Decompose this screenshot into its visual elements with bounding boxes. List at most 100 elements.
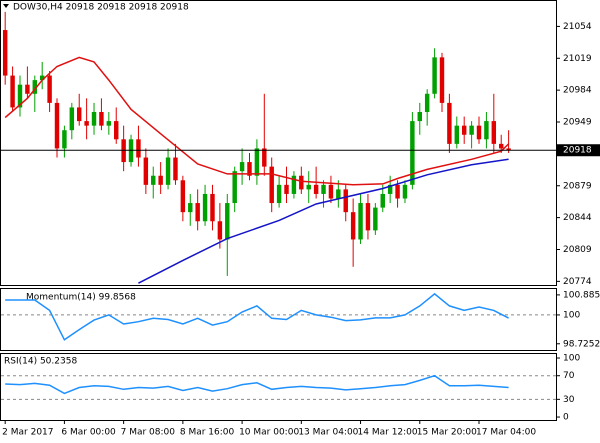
moving-average (4, 56, 510, 186)
candle-body (62, 130, 67, 149)
candle-body (461, 125, 467, 135)
candle-body (306, 184, 311, 190)
candle-body (2, 30, 8, 76)
y-tick-label: 98.7252 (563, 339, 600, 349)
y-tick-label: 30 (563, 395, 575, 405)
candle-body (210, 193, 215, 222)
candle-body (469, 125, 474, 135)
y-tick-label: 100.8852 (563, 290, 600, 300)
last-price-box (557, 144, 600, 157)
indicator-line (5, 374, 509, 395)
candle-body (506, 148, 511, 151)
x-tick-label: 7 Mar 08:00 (121, 428, 176, 438)
candle-body (239, 162, 245, 172)
candle-body (498, 143, 504, 149)
candle-body (476, 125, 482, 140)
candle-body (165, 157, 171, 185)
candle-body (269, 166, 274, 204)
candle-body (91, 111, 97, 126)
candle-body (313, 184, 319, 194)
candle-body (17, 84, 23, 108)
indicator-title: RSI(14) 50.2358 (4, 357, 77, 367)
panel-frame (0, 353, 557, 421)
candle-body (84, 121, 89, 126)
candle-body (188, 203, 193, 213)
x-tick-label: 17 Mar 04:00 (476, 428, 536, 438)
y-tick-label: 0 (563, 413, 569, 423)
y-tick-label: 20844 (563, 213, 592, 223)
indicator-title: Momentum(14) 99.8568 (26, 293, 136, 303)
candle-body (491, 121, 497, 144)
chart-title: DOW30,H4 20918 20918 20918 20918 (13, 3, 189, 13)
candle-body (373, 207, 378, 231)
candle-body (76, 107, 82, 122)
candle-body (232, 171, 237, 204)
candle-body (54, 102, 60, 149)
candle-body (180, 180, 186, 213)
y-tick-label: 100 (563, 354, 580, 364)
panel-frame (0, 0, 557, 286)
candle-body (439, 57, 445, 103)
candle-body (151, 175, 156, 185)
candle-body (321, 184, 326, 194)
candle-body (358, 203, 363, 240)
candle-body (484, 121, 489, 140)
candle-body (284, 184, 289, 194)
candle-body (39, 75, 45, 81)
candle-body (143, 157, 149, 185)
candle-body (69, 107, 75, 131)
candle-body (336, 189, 341, 199)
candle-body (106, 121, 112, 126)
candle-body (25, 84, 30, 94)
candle-body (410, 121, 415, 185)
candle-body (217, 221, 223, 240)
candle-body (447, 102, 452, 144)
candle-body (387, 184, 393, 194)
y-tick-label: 70 (563, 371, 575, 381)
menu-icon[interactable] (3, 4, 9, 8)
candle-body (454, 125, 460, 144)
candle-body (365, 203, 371, 231)
candle-body (99, 111, 104, 126)
candle-body (417, 111, 422, 122)
x-tick-label: 8 Mar 16:00 (180, 428, 235, 438)
candle-body (202, 193, 208, 222)
x-tick-label: 2 Mar 2017 (2, 428, 53, 438)
candle-body (225, 203, 230, 240)
panel-frame (0, 288, 557, 351)
x-tick-label: 13 Mar 04:00 (298, 428, 358, 438)
candle-body (350, 212, 356, 240)
candle-body (343, 189, 348, 213)
y-tick-label: 21054 (563, 22, 592, 32)
candle-body (395, 184, 400, 199)
candle-body (173, 157, 178, 181)
candle-body (254, 148, 260, 176)
last-price-label: 20918 (563, 146, 592, 156)
y-tick-label: 100 (563, 310, 580, 320)
candle-body (424, 93, 430, 112)
y-tick-label: 20949 (563, 118, 592, 128)
candle-body (47, 75, 52, 103)
y-tick-label: 20809 (563, 245, 592, 255)
x-tick-label: 15 Mar 20:00 (417, 428, 477, 438)
moving-average (138, 158, 509, 284)
candle-body (276, 184, 282, 204)
y-tick-label: 20984 (563, 86, 592, 96)
y-tick-label: 20879 (563, 181, 592, 191)
candle-body (32, 80, 38, 94)
candle-body (158, 175, 163, 185)
candle-body (262, 148, 267, 167)
y-tick-label: 21019 (563, 54, 592, 64)
candle-body (247, 162, 252, 176)
candle-body (136, 139, 141, 158)
candle-body (291, 175, 297, 194)
indicator-line (5, 292, 509, 341)
x-tick-label: 6 Mar 00:00 (61, 428, 116, 438)
x-tick-label: 10 Mar 00:00 (239, 428, 299, 438)
x-tick-label: 14 Mar 12:00 (358, 428, 418, 438)
candle-body (114, 121, 119, 140)
candle-body (328, 184, 334, 199)
y-tick-label: 20774 (563, 277, 592, 287)
